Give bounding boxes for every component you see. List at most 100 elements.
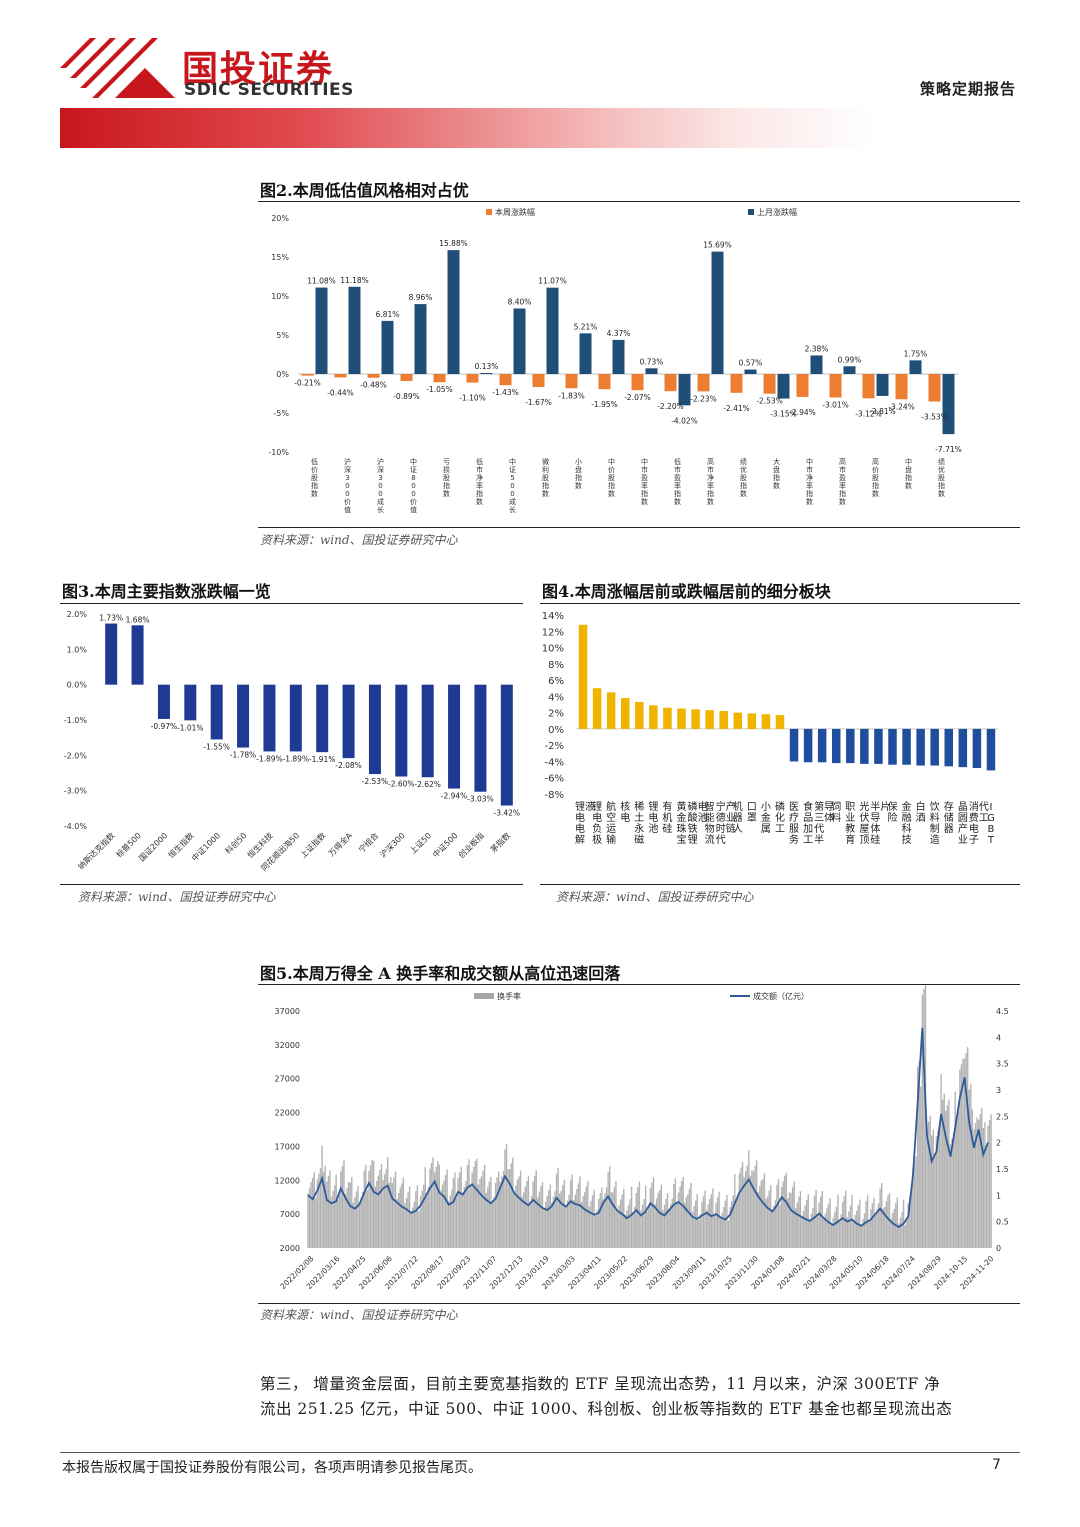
svg-text:人: 人 xyxy=(733,823,743,835)
svg-text:证: 证 xyxy=(509,466,516,474)
fig2-bar-monthly xyxy=(513,308,526,374)
svg-text:市: 市 xyxy=(806,465,813,474)
fig2-bar-weekly xyxy=(928,374,941,402)
svg-text:有: 有 xyxy=(662,800,672,813)
fig2-bar-weekly xyxy=(565,374,578,389)
fig2-label-monthly: -4.02% xyxy=(671,416,698,425)
fig3-value-label: 1.73% xyxy=(99,614,123,623)
logo-cn: 国投证券 xyxy=(182,49,335,90)
fig3-bar xyxy=(289,684,302,752)
fig3-value-label: -2.62% xyxy=(414,780,441,789)
svg-text:证: 证 xyxy=(410,466,417,474)
svg-text:小: 小 xyxy=(761,801,771,813)
svg-text:职: 职 xyxy=(845,801,855,813)
fig4-xtick: 小金属 xyxy=(761,801,771,835)
svg-text:绩: 绩 xyxy=(938,457,945,466)
fig2-label-weekly: -2.07% xyxy=(624,393,651,402)
fig3-bar xyxy=(157,684,170,719)
fig2-label-monthly: 15.88% xyxy=(439,239,468,248)
fig2-bar-monthly xyxy=(876,374,889,396)
svg-text:技: 技 xyxy=(902,833,912,846)
fig4-top-rule xyxy=(540,603,1020,604)
svg-text:电: 电 xyxy=(592,811,602,824)
fig5-left-ytick: 12000 xyxy=(275,1176,300,1185)
fig2-bar-monthly xyxy=(678,374,691,406)
svg-text:机: 机 xyxy=(662,811,672,824)
footer-rule xyxy=(60,1452,1020,1453)
svg-text:盈: 盈 xyxy=(674,474,681,482)
fig5-amount-line xyxy=(307,1027,989,1229)
fig2-bar-monthly xyxy=(645,368,658,374)
svg-text:制: 制 xyxy=(930,822,940,835)
fig3-value-label: -1.55% xyxy=(203,742,230,751)
fig2-legend-swatch-weekly xyxy=(486,209,492,215)
fig4-bar xyxy=(578,624,588,729)
svg-text:市: 市 xyxy=(674,465,681,474)
fig5-right-ytick: 0 xyxy=(996,1244,1001,1253)
svg-text:沪: 沪 xyxy=(377,457,384,466)
fig3-xtick: 科创50 xyxy=(223,830,249,856)
fig5-right-ytick: 1 xyxy=(996,1191,1001,1200)
fig5-left-ytick: 2000 xyxy=(280,1244,300,1253)
svg-text:市: 市 xyxy=(839,465,846,474)
fig4-xtick: 锂电池 xyxy=(648,801,658,835)
svg-text:疗: 疗 xyxy=(789,811,799,824)
body-line-2: 流出 251.25 亿元，中证 500、中证 1000、科创板、创业板等指数的 … xyxy=(260,1400,953,1418)
fig2-label-monthly: -2.81% xyxy=(869,407,896,416)
header-band xyxy=(60,108,1020,148)
fig4-bar xyxy=(803,728,813,763)
fig4-bar xyxy=(958,728,968,768)
svg-text:时: 时 xyxy=(716,823,726,835)
svg-text:深: 深 xyxy=(377,465,384,474)
fig4-ytick: -8% xyxy=(545,790,564,801)
svg-text:黄: 黄 xyxy=(677,800,687,813)
svg-text:低: 低 xyxy=(674,457,681,466)
fig3-bar xyxy=(184,684,197,721)
svg-text:器: 器 xyxy=(944,823,954,835)
svg-text:指: 指 xyxy=(806,489,813,498)
fig2-label-monthly: -3.15% xyxy=(770,410,797,419)
svg-text:磷: 磷 xyxy=(688,800,698,813)
svg-text:产: 产 xyxy=(958,822,968,835)
fig3-xtick: 宁组合 xyxy=(356,830,380,854)
fig4-bar xyxy=(635,702,644,729)
svg-text:价: 价 xyxy=(872,466,879,474)
fig5-right-ytick: 4 xyxy=(996,1033,1001,1042)
svg-text:数: 数 xyxy=(839,497,846,506)
fig2-bar-weekly xyxy=(730,374,743,393)
svg-text:0: 0 xyxy=(411,490,415,498)
svg-text:中: 中 xyxy=(509,457,516,466)
fig2-bar-monthly xyxy=(381,320,394,374)
fig3-bar xyxy=(500,684,513,806)
svg-text:率: 率 xyxy=(707,481,714,490)
fig5-title: 图5.本周万得全 A 换手率和成交额从高位迅速回落 xyxy=(260,964,621,983)
svg-text:股: 股 xyxy=(872,474,879,482)
svg-text:饮: 饮 xyxy=(930,800,940,813)
fig2-label-monthly: 0.73% xyxy=(640,357,664,366)
svg-text:电: 电 xyxy=(969,822,979,835)
svg-text:高: 高 xyxy=(872,457,879,466)
svg-text:磁: 磁 xyxy=(634,833,644,846)
svg-text:B: B xyxy=(988,824,995,835)
svg-text:低: 低 xyxy=(476,457,483,466)
svg-text:核: 核 xyxy=(620,800,630,813)
svg-text:率: 率 xyxy=(806,481,813,490)
svg-text:价: 价 xyxy=(344,498,351,506)
svg-text:指: 指 xyxy=(575,473,582,482)
fig3-bar xyxy=(368,684,381,775)
fig2-bar-weekly xyxy=(499,374,512,386)
svg-text:电: 电 xyxy=(648,811,658,824)
svg-text:顶: 顶 xyxy=(859,834,869,846)
svg-text:指: 指 xyxy=(839,489,846,498)
fig4-xtick-cont: 产业链 xyxy=(726,800,736,835)
fig2-label-weekly: -3.01% xyxy=(822,400,849,409)
